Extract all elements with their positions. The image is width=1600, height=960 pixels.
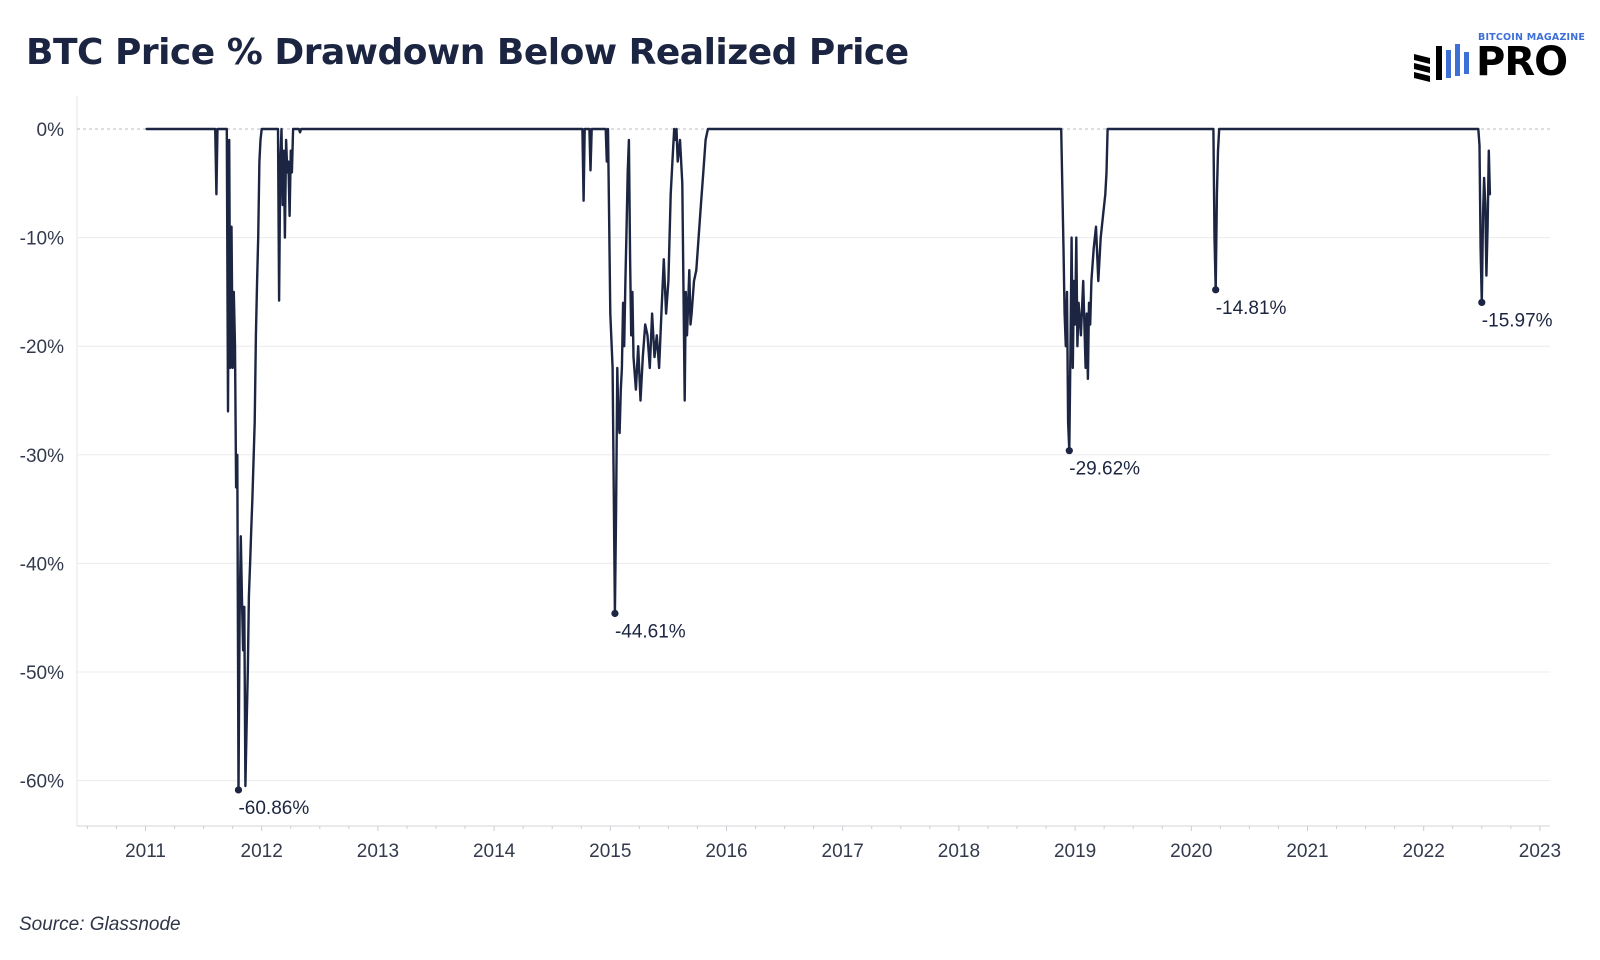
source-note: Source: Glassnode <box>19 914 181 935</box>
logo-main-text: PRO <box>1476 39 1568 85</box>
annotation-marker <box>1478 298 1486 307</box>
bitcoin-magazine-pro-logo: BITCOIN MAGAZINE PRO <box>1414 30 1586 84</box>
x-tick-label: 2021 <box>1286 841 1328 862</box>
y-tick-label: -20% <box>20 337 64 358</box>
annotation-marker <box>1212 286 1220 294</box>
x-tick-label: 2018 <box>938 841 980 862</box>
x-tick-label: 2015 <box>589 841 631 862</box>
logo-mark-icon <box>1414 44 1469 82</box>
x-tick-label: 2022 <box>1403 841 1445 862</box>
annotation-marker <box>234 786 243 794</box>
chart-title: BTC Price % Drawdown Below Realized Pric… <box>26 32 909 73</box>
x-tick-label: 2012 <box>241 841 283 862</box>
annotation-marker <box>611 609 619 618</box>
y-tick-label: -40% <box>20 554 64 575</box>
annotation-label: -44.61% <box>615 621 686 642</box>
y-tick-label: -60% <box>20 772 64 793</box>
annotation-label: -15.97% <box>1482 310 1553 331</box>
x-tick-label: 2023 <box>1519 841 1561 862</box>
x-tick-label: 2016 <box>705 841 747 862</box>
annotation-label: -60.86% <box>238 798 309 819</box>
x-tick-label: 2019 <box>1054 841 1096 862</box>
logo-top-text: BITCOIN MAGAZINE <box>1478 32 1586 43</box>
annotations-layer: -60.86% -44.61% -29.62% -14.81% -15.97% <box>234 286 1553 819</box>
y-tick-label: -30% <box>20 446 64 467</box>
x-tick-label: 2013 <box>357 841 399 862</box>
y-tick-label: -10% <box>20 229 64 250</box>
grid-lines <box>76 96 1550 826</box>
y-axis-tick-labels: 0% -10% -20% -30% -40% -50% -60% <box>20 120 64 793</box>
x-tick-label: 2014 <box>473 841 516 862</box>
annotation-marker <box>1065 447 1073 455</box>
x-axis-tick-labels: 2011 2012 2013 2014 2015 2016 2017 2018 2019 2020… <box>125 841 1561 862</box>
x-tick-label: 2020 <box>1170 841 1212 862</box>
y-tick-label: 0% <box>37 120 65 141</box>
x-tick-label: 2017 <box>822 841 864 862</box>
series-layer <box>145 127 1492 793</box>
annotation-label: -14.81% <box>1216 298 1287 319</box>
drawdown-series-line <box>145 127 1492 793</box>
x-tick-label: 2011 <box>125 841 166 862</box>
annotation-label: -29.62% <box>1069 459 1140 480</box>
y-tick-label: -50% <box>20 663 64 684</box>
x-axis <box>77 825 1550 831</box>
